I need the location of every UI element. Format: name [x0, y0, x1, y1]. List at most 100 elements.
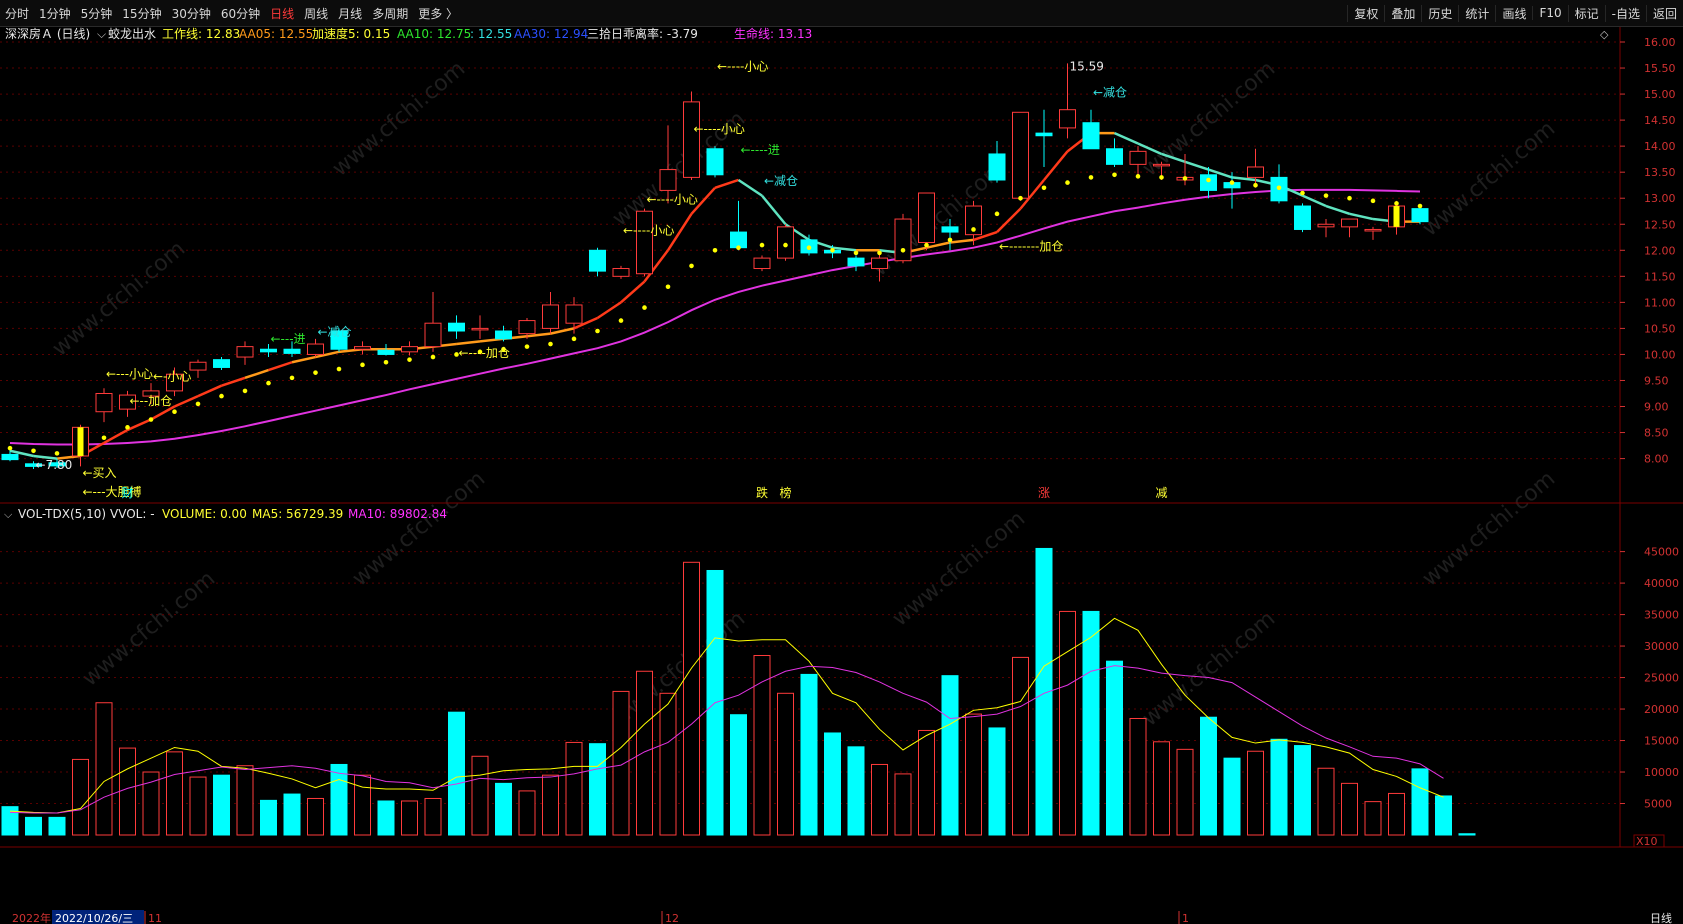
- candle[interactable]: [330, 328, 348, 352]
- candle[interactable]: [119, 390, 136, 417]
- volume-bar: [354, 774, 371, 836]
- candle[interactable]: [777, 224, 794, 261]
- tool-button-6[interactable]: 标记: [1567, 4, 1605, 22]
- event-marker[interactable]: 减: [1156, 486, 1168, 500]
- candle[interactable]: [1364, 226, 1382, 240]
- candle-body: [730, 231, 747, 249]
- candle[interactable]: [1200, 166, 1217, 199]
- candle-body: [1247, 166, 1264, 178]
- chart-annotation: ←----小心: [647, 192, 698, 206]
- tool-button-8[interactable]: 返回: [1645, 4, 1683, 22]
- candle[interactable]: [706, 146, 724, 178]
- tool-button-3[interactable]: 统计: [1458, 4, 1495, 22]
- candle[interactable]: [260, 344, 277, 358]
- candle[interactable]: [565, 297, 583, 334]
- candle[interactable]: [95, 388, 113, 423]
- period-tab-5[interactable]: 60分钟: [220, 6, 261, 21]
- tool-button-0[interactable]: 复权: [1347, 4, 1384, 22]
- work-line-segment: [949, 238, 974, 244]
- tool-button-1[interactable]: 叠加: [1384, 4, 1421, 22]
- event-marker[interactable]: 财: [122, 486, 134, 500]
- period-indicator[interactable]: 日线: [1650, 911, 1672, 924]
- volume-menu-icon[interactable]: ⌵: [4, 508, 13, 521]
- candle[interactable]: [847, 255, 865, 272]
- candle[interactable]: [965, 200, 982, 246]
- tool-button-4[interactable]: 画线: [1495, 4, 1532, 22]
- candle[interactable]: [894, 213, 912, 264]
- period-tab-9[interactable]: 多周期: [372, 6, 409, 21]
- candle[interactable]: [1012, 111, 1029, 201]
- candle[interactable]: [1129, 146, 1147, 178]
- candle[interactable]: [1035, 109, 1053, 167]
- volume-indicator-name[interactable]: VOL-TDX(5,10): [18, 507, 106, 521]
- candle[interactable]: [1317, 219, 1335, 238]
- candle[interactable]: [377, 344, 395, 356]
- candle[interactable]: [213, 357, 230, 371]
- candle[interactable]: [307, 338, 324, 358]
- candle[interactable]: [354, 341, 371, 355]
- candle[interactable]: [1082, 109, 1100, 150]
- candle[interactable]: [1, 449, 19, 462]
- period-tab-8[interactable]: 月线: [338, 6, 363, 21]
- candle[interactable]: [941, 219, 959, 251]
- candle[interactable]: [988, 140, 1006, 183]
- candle[interactable]: [659, 125, 677, 204]
- candle[interactable]: [424, 291, 442, 352]
- period-tab-6[interactable]: 日线: [270, 6, 295, 21]
- candle[interactable]: [589, 247, 606, 277]
- event-marker[interactable]: 涨: [1038, 485, 1050, 500]
- signal-dot: [1135, 174, 1141, 179]
- volume-header-value: VOLUME: 0.00: [162, 507, 247, 521]
- period-tab-3[interactable]: 15分钟: [122, 6, 162, 21]
- diamond-icon[interactable]: ◇: [1600, 28, 1609, 41]
- period-tab-0[interactable]: 分时: [5, 6, 30, 21]
- event-marker[interactable]: 跌: [756, 485, 768, 500]
- candle[interactable]: [166, 367, 183, 397]
- chart-area[interactable]: www.cfchi.com www.cfchi.com www.cfchi.com w…: [0, 27, 1683, 924]
- period-tab-1[interactable]: 1分钟: [39, 6, 71, 21]
- candle[interactable]: [142, 383, 160, 404]
- tool-button-5[interactable]: F10: [1532, 6, 1567, 20]
- candle[interactable]: [283, 341, 301, 358]
- candle[interactable]: [189, 359, 207, 378]
- candle[interactable]: [871, 250, 888, 282]
- candle[interactable]: [25, 461, 42, 469]
- candle[interactable]: [1059, 63, 1076, 139]
- candle[interactable]: [683, 91, 700, 180]
- candle[interactable]: [48, 458, 66, 468]
- candle[interactable]: [1270, 164, 1288, 204]
- candle[interactable]: [1106, 138, 1123, 167]
- period-tab-10[interactable]: 更多 〉: [418, 6, 459, 21]
- period-tab-7[interactable]: 周线: [304, 6, 329, 21]
- candle[interactable]: [636, 208, 653, 277]
- indicator-menu-icon[interactable]: ⌵: [97, 27, 106, 41]
- period-tab-2[interactable]: 5分钟: [80, 6, 113, 21]
- candle[interactable]: [495, 325, 512, 342]
- candle[interactable]: [800, 234, 818, 256]
- candle[interactable]: [518, 317, 536, 339]
- indicator-name[interactable]: 蛟龙出水: [108, 27, 156, 41]
- candle[interactable]: [612, 265, 630, 279]
- tool-button-2[interactable]: 历史: [1421, 4, 1458, 22]
- volume-bar: [1411, 768, 1429, 836]
- candle[interactable]: [542, 291, 559, 334]
- candle[interactable]: [1341, 218, 1358, 238]
- candle[interactable]: [448, 315, 465, 339]
- candle[interactable]: [918, 192, 935, 251]
- work-line-segment: [9, 449, 34, 458]
- tool-button-7[interactable]: -自选: [1604, 4, 1646, 22]
- candle[interactable]: [1247, 148, 1264, 188]
- candle[interactable]: [236, 341, 254, 365]
- candle[interactable]: [730, 200, 747, 251]
- candle[interactable]: [471, 315, 489, 339]
- volume-bar: [871, 763, 888, 836]
- ma10-line: [9, 665, 1444, 814]
- candle[interactable]: [401, 341, 418, 356]
- event-marker[interactable]: 榜: [780, 485, 792, 500]
- candle[interactable]: [1411, 206, 1429, 225]
- candle[interactable]: [753, 255, 771, 272]
- candle[interactable]: [1294, 203, 1311, 233]
- signal-dot: [1276, 185, 1282, 191]
- period-tab-4[interactable]: 30分钟: [171, 6, 211, 21]
- work-line-segment: [1208, 168, 1233, 179]
